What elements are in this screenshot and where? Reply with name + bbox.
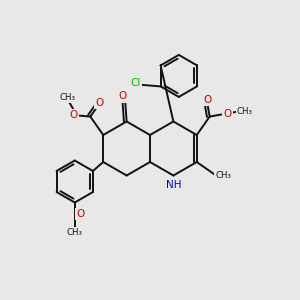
Text: CH₃: CH₃: [67, 228, 83, 237]
Text: NH: NH: [166, 179, 181, 190]
Text: CH₃: CH₃: [215, 171, 231, 180]
Text: O: O: [204, 95, 212, 105]
Text: O: O: [76, 209, 84, 219]
Text: O: O: [96, 98, 104, 107]
Text: O: O: [118, 91, 127, 101]
Text: O: O: [223, 109, 231, 118]
Text: O: O: [70, 110, 78, 120]
Text: CH₃: CH₃: [59, 93, 75, 102]
Text: CH₃: CH₃: [237, 107, 253, 116]
Text: Cl: Cl: [131, 78, 141, 88]
